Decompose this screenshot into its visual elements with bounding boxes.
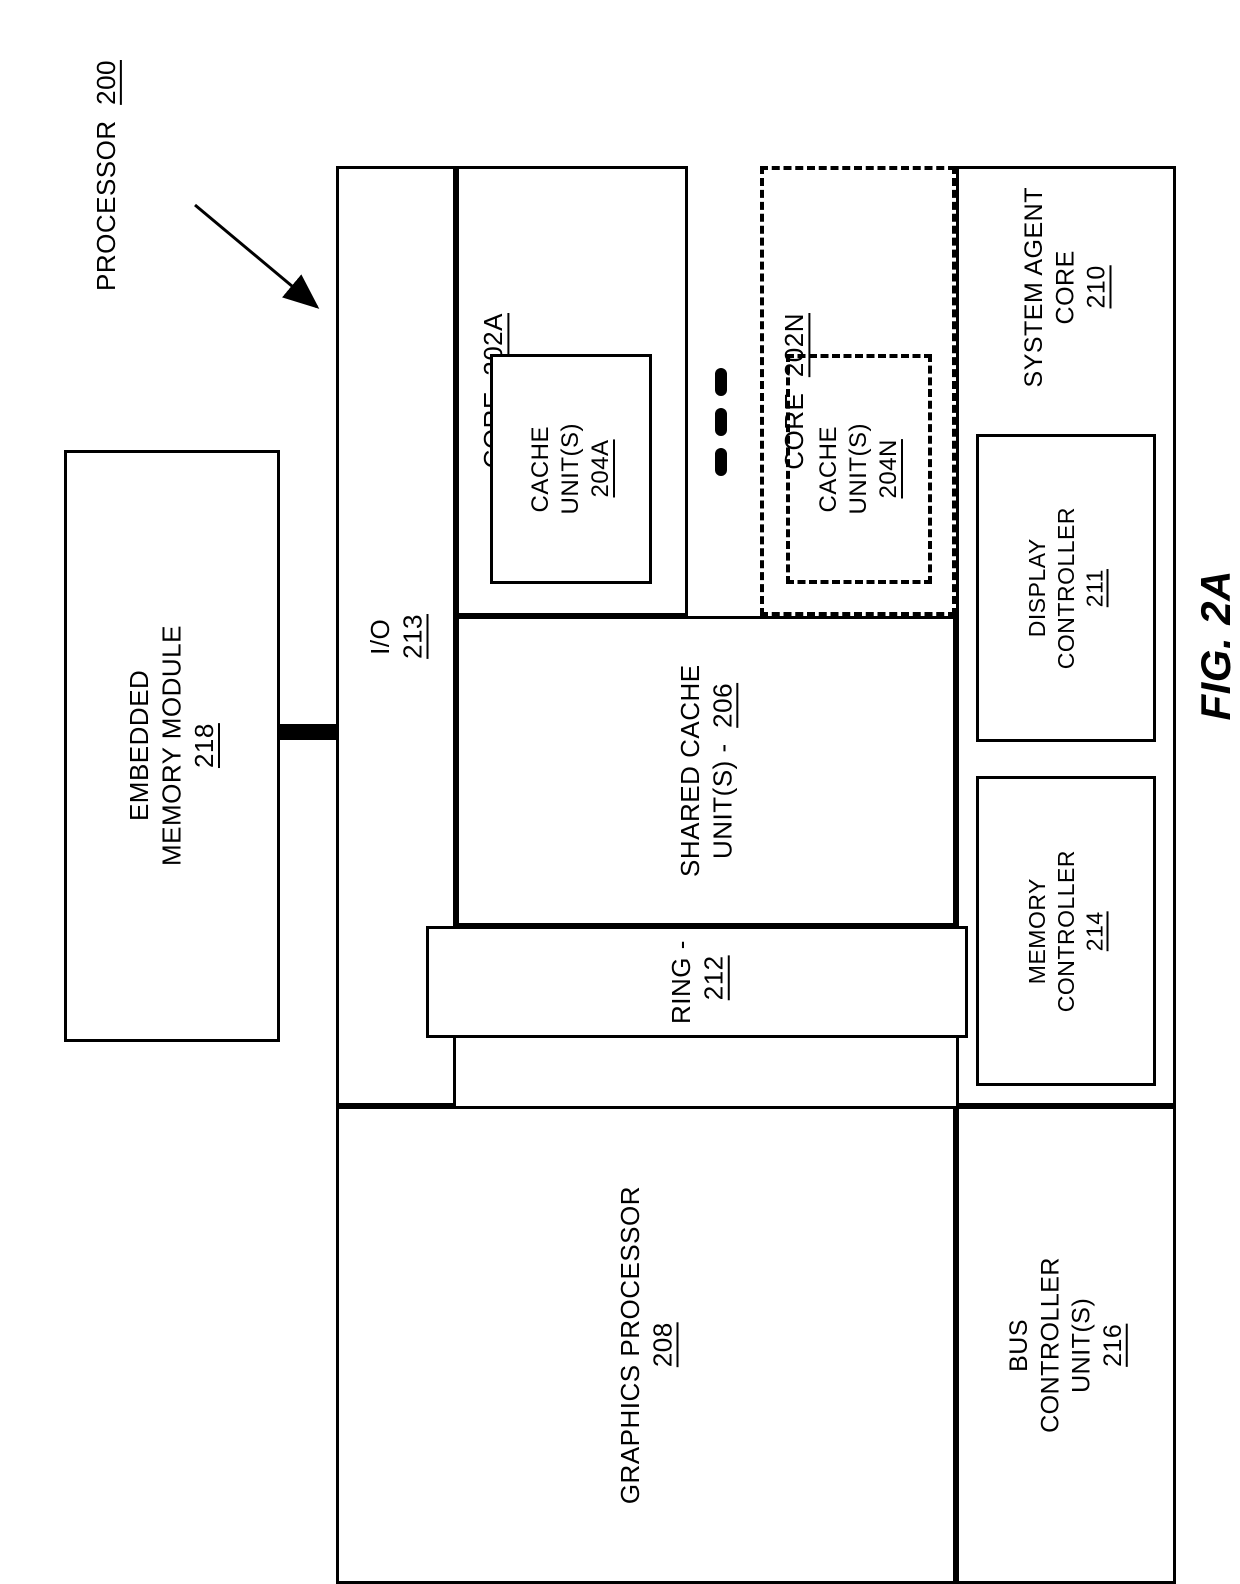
display-controller: DISPLAY CONTROLLER 211 [976, 434, 1156, 742]
figure-caption: FIG. 2A [1190, 570, 1240, 721]
shared-cache: SHARED CACHE UNIT(S) - 206 [456, 616, 956, 926]
sac-l1: SYSTEM AGENT [1020, 187, 1048, 387]
ring-ref: 212 [698, 956, 728, 1001]
sac-l2: CORE [1051, 250, 1079, 324]
disp-l1: DISPLAY [1024, 539, 1050, 638]
disp-l2: CONTROLLER [1053, 507, 1079, 669]
cache-n-l1: CACHE [815, 426, 842, 513]
mem-ref: 214 [1081, 911, 1107, 951]
mem-l1: MEMORY [1024, 878, 1050, 984]
gfx-label: GRAPHICS PROCESSOR [615, 1186, 645, 1504]
embedded-memory-module: EMBEDDED MEMORY MODULE 218 [64, 450, 280, 1042]
memory-controller: MEMORY CONTROLLER 214 [976, 776, 1156, 1086]
bus-l3: UNIT(S) [1067, 1297, 1095, 1392]
graphics-processor: GRAPHICS PROCESSOR 208 [336, 1106, 956, 1584]
bus-l1: BUS [1005, 1319, 1033, 1372]
ring-interconnect: RING - 212 [426, 926, 968, 1038]
shared-cache-ref: 206 [707, 683, 737, 728]
mem-l2: CONTROLLER [1053, 850, 1079, 1012]
io-label: I/O [365, 618, 395, 654]
cache-n-l2: UNIT(S) [845, 423, 872, 514]
bus-ref: 216 [1098, 1323, 1126, 1366]
cache-a-ref: 204A [587, 440, 614, 498]
embedded-memory-label2: MEMORY MODULE [157, 625, 187, 866]
io-ref: 213 [397, 614, 427, 659]
cache-a-l2: UNIT(S) [557, 423, 584, 514]
cache-a-l1: CACHE [527, 426, 554, 513]
cache-a: CACHE UNIT(S) 204A [490, 354, 652, 584]
cache-n-ref: 204N [875, 439, 902, 498]
embedded-memory-label1: EMBEDDED [124, 670, 154, 821]
bus-l2: CONTROLLER [1036, 1257, 1064, 1433]
cache-n: CACHE UNIT(S) 204N [786, 354, 932, 584]
sac-ref: 210 [1083, 266, 1111, 309]
bus-controller: BUS CONTROLLER UNIT(S) 216 [956, 1106, 1176, 1584]
gfx-ref: 208 [647, 1323, 677, 1368]
embedded-memory-ref: 218 [189, 724, 219, 769]
memory-connector [280, 724, 336, 740]
figure-caption-text: FIG. 2A [1192, 570, 1239, 721]
disp-ref: 211 [1081, 569, 1107, 607]
ring-label: RING - [666, 940, 696, 1024]
cores-ellipsis [715, 368, 727, 476]
